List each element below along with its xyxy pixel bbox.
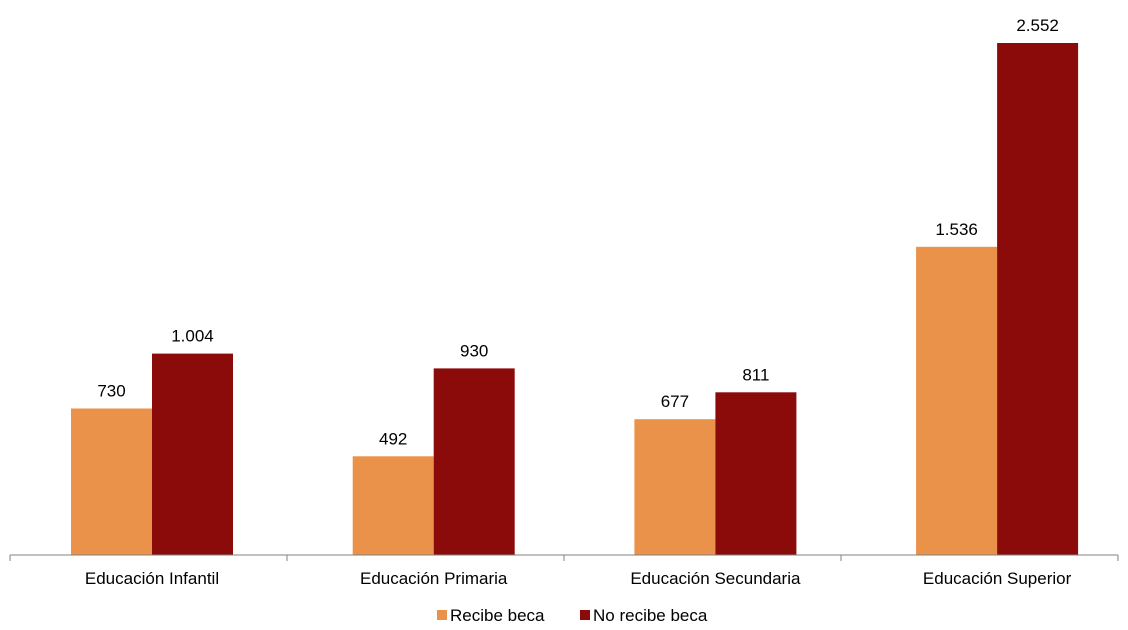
bar-recibe-beca-educacion-secundaria xyxy=(634,419,716,555)
value-labels-layer: 730 1.004 492 930 677 811 1.536 2.552 xyxy=(97,16,1059,448)
bar-no-recibe-beca-educacion-superior xyxy=(997,43,1079,555)
value-label-no-recibe-beca-educacion-primaria: 930 xyxy=(460,341,488,360)
value-label-recibe-beca-educacion-superior: 1.536 xyxy=(935,220,978,239)
bar-no-recibe-beca-educacion-secundaria xyxy=(715,392,797,555)
value-label-no-recibe-beca-educacion-superior: 2.552 xyxy=(1016,16,1059,35)
bar-recibe-beca-educacion-primaria xyxy=(352,456,434,555)
value-label-no-recibe-beca-educacion-infantil: 1.004 xyxy=(171,327,214,346)
bar-recibe-beca-educacion-infantil xyxy=(71,408,152,555)
legend-label-recibe-beca: Recibe beca xyxy=(450,606,545,625)
bar-no-recibe-beca-educacion-infantil xyxy=(152,353,233,555)
bars-layer xyxy=(71,43,1079,556)
value-label-recibe-beca-educacion-primaria: 492 xyxy=(379,429,407,448)
legend: Recibe beca No recibe beca xyxy=(437,606,708,625)
value-label-recibe-beca-educacion-secundaria: 677 xyxy=(661,392,689,411)
category-labels: Educación Infantil Educación Primaria Educ… xyxy=(85,569,1072,588)
category-label-educacion-secundaria: Educación Secundaria xyxy=(630,569,801,588)
value-label-no-recibe-beca-educacion-secundaria: 811 xyxy=(742,365,769,384)
category-label-educacion-primaria: Educación Primaria xyxy=(360,569,508,588)
value-label-recibe-beca-educacion-infantil: 730 xyxy=(97,382,125,401)
bar-no-recibe-beca-educacion-primaria xyxy=(433,368,515,555)
legend-swatch-recibe-beca xyxy=(437,610,447,620)
bar-recibe-beca-educacion-superior xyxy=(916,246,998,556)
legend-swatch-no-recibe-beca xyxy=(580,610,590,620)
legend-label-no-recibe-beca: No recibe beca xyxy=(593,606,708,625)
x-axis xyxy=(9,554,1119,561)
category-label-educacion-superior: Educación Superior xyxy=(923,569,1072,588)
category-label-educacion-infantil: Educación Infantil xyxy=(85,569,219,588)
